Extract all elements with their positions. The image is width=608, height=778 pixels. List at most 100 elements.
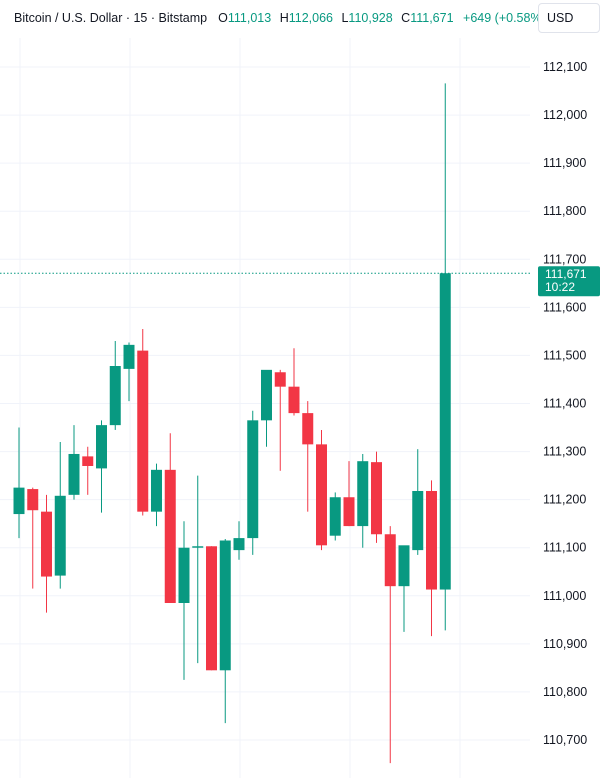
candle — [109, 341, 121, 430]
high-value: 112,066 — [288, 11, 333, 25]
candle-body — [302, 413, 314, 445]
candle-body — [27, 489, 39, 511]
y-tick-label: 110,900 — [543, 637, 587, 651]
candle-body — [412, 490, 424, 551]
candle-body — [68, 453, 80, 495]
candle — [439, 83, 451, 631]
candle-body — [247, 420, 259, 539]
close-value: 111,671 — [410, 11, 454, 25]
last-price-badge-bg — [538, 266, 600, 297]
bar-countdown: 10:22 — [545, 280, 575, 294]
grid-lines — [0, 38, 530, 778]
candle — [54, 441, 66, 589]
candle-body — [426, 490, 437, 590]
y-tick-label: 112,100 — [543, 60, 587, 74]
low-label: L — [341, 11, 349, 25]
candle — [371, 451, 382, 543]
candle-body — [151, 469, 162, 512]
candle-body — [233, 538, 245, 551]
candle-body — [54, 495, 66, 576]
candle-body — [343, 497, 355, 527]
candle-body — [357, 461, 369, 527]
y-tick-label: 111,600 — [543, 300, 586, 314]
candle — [82, 446, 94, 495]
candle — [192, 475, 204, 664]
candle — [329, 492, 341, 541]
candle — [96, 420, 107, 513]
candle — [343, 461, 355, 527]
candle-body — [109, 366, 121, 426]
open-label: O — [218, 11, 228, 25]
candles — [13, 83, 451, 764]
candle-body — [164, 469, 176, 603]
candle-body — [178, 547, 190, 603]
candle-body — [439, 273, 451, 590]
candle — [13, 427, 25, 539]
candle — [261, 369, 272, 447]
y-tick-label: 111,100 — [543, 541, 586, 555]
candle-body — [96, 425, 107, 469]
candle — [398, 545, 410, 632]
candle-body — [13, 487, 25, 515]
y-tick-label: 111,200 — [543, 493, 586, 507]
candle — [68, 425, 80, 500]
price-axis[interactable]: 112,100112,000111,900111,800111,700111,6… — [538, 60, 600, 747]
candle-body — [274, 372, 286, 387]
candle — [151, 463, 162, 527]
candle — [123, 342, 135, 402]
candle-body — [41, 511, 52, 577]
candle-body — [371, 462, 382, 535]
candle-body — [261, 369, 272, 421]
candle-body — [219, 540, 231, 671]
symbol-legend: Bitcoin / U.S. Dollar · 15 · Bitstamp O1… — [0, 0, 546, 36]
y-tick-label: 111,800 — [543, 204, 586, 218]
open-value: 111,013 — [227, 11, 272, 25]
y-tick-label: 111,500 — [543, 348, 586, 362]
candle — [316, 429, 327, 551]
candle-body — [316, 444, 327, 546]
low-value: 110,928 — [348, 11, 393, 25]
candle-body — [192, 546, 204, 548]
candle — [426, 480, 437, 637]
ohlc-values: O111,013 H112,066 L110,928 C111,671 +649… — [213, 11, 546, 25]
candle-body — [329, 497, 341, 536]
candle — [178, 521, 190, 680]
candle — [41, 494, 52, 613]
y-tick-label: 110,800 — [543, 685, 587, 699]
candle-body — [82, 456, 94, 466]
y-tick-label: 110,700 — [543, 733, 587, 747]
candle — [27, 487, 39, 589]
change-value: +649 (+0.58%) — [463, 11, 546, 25]
candle — [137, 328, 149, 516]
candle — [206, 546, 217, 671]
candle — [247, 410, 259, 555]
candle — [357, 453, 369, 548]
y-tick-label: 111,900 — [543, 156, 586, 170]
candle-body — [384, 534, 396, 587]
candle — [164, 433, 176, 603]
candle — [384, 526, 396, 764]
candle — [219, 539, 231, 724]
y-tick-label: 111,400 — [543, 397, 586, 411]
y-tick-label: 112,000 — [543, 108, 587, 122]
candle-body — [398, 545, 410, 587]
candle — [412, 449, 424, 555]
y-tick-label: 111,700 — [543, 252, 586, 266]
candle — [302, 401, 314, 512]
y-tick-label: 111,300 — [543, 445, 586, 459]
y-tick-label: 111,000 — [543, 589, 586, 603]
symbol-title[interactable]: Bitcoin / U.S. Dollar · 15 · Bitstamp — [14, 11, 208, 25]
close-label: C — [401, 11, 411, 25]
high-label: H — [279, 11, 289, 25]
candle-body — [206, 546, 217, 671]
candle-body — [137, 350, 149, 512]
last-price-value: 111,671 — [545, 267, 587, 281]
currency-button[interactable]: USD — [538, 3, 600, 33]
candle — [233, 521, 245, 560]
candle-body — [288, 386, 300, 414]
candle — [288, 348, 300, 416]
candle-body — [123, 344, 135, 369]
candle — [274, 369, 286, 471]
